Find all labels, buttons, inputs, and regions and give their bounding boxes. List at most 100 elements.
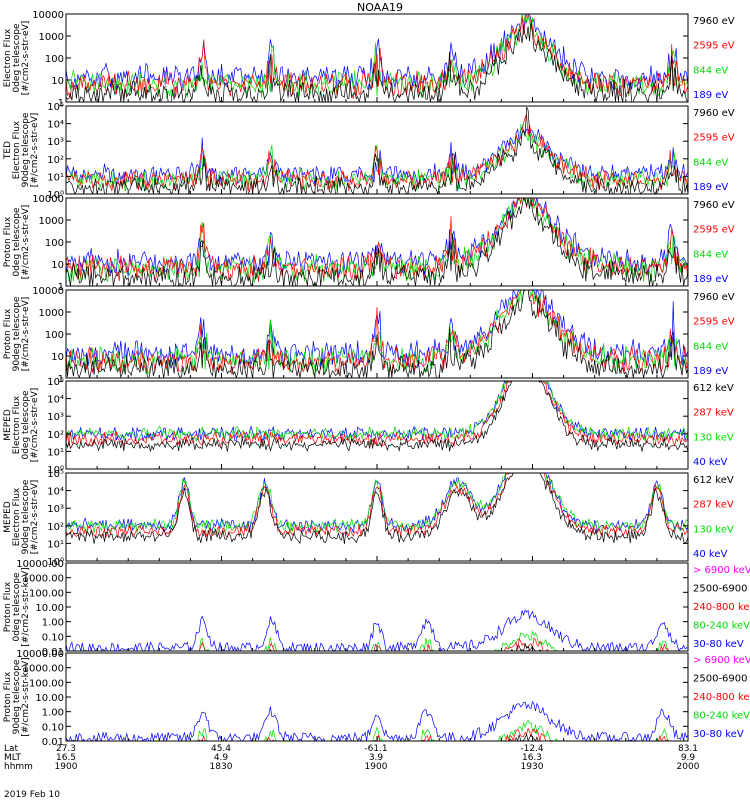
y-axis-label: 0deg telescope (21, 390, 31, 460)
series-green-panel-1 (66, 14, 688, 100)
y-tick-label: 0.01 (42, 647, 64, 658)
y-axis-label: 0deg telescope (12, 23, 22, 93)
orbit-footer: Lat 27.3 45.4 -61.1 -12.4 83.1 MLT 16.5 4.9 3.9 16… (4, 744, 700, 772)
y-tick-label: 1.00 (42, 618, 64, 629)
legend-entry: 612 keV (693, 383, 734, 394)
series-red-panel-1 (66, 14, 688, 99)
footer-value: 83.1 (678, 744, 698, 754)
legend-entry: 2500-6900 (693, 584, 748, 595)
y-axis-label: 0deg telescope (12, 207, 22, 277)
legend-entry: 844 eV (693, 65, 728, 76)
series-red-panel-3 (66, 198, 688, 282)
y-tick-label: 100 (45, 238, 64, 249)
y-tick-label: 1000.00 (23, 664, 64, 675)
chart-title: NOAA19 (357, 1, 403, 14)
series-blue-panel-5 (66, 381, 688, 442)
footer-value: 16.3 (522, 753, 542, 763)
y-tick-label: 10⁰ (47, 557, 64, 568)
legend-entry: 189 eV (693, 366, 728, 377)
legend-entry: 2500-6900 (693, 674, 748, 685)
panel-3-traces (66, 198, 688, 286)
y-tick-label: 10000 (32, 10, 64, 21)
footer-value: 2000 (677, 762, 700, 772)
y-tick-label: 10000 (32, 194, 64, 205)
y-axis-label: Proton Flux (3, 671, 13, 722)
y-axis-label: Electron Flux (12, 395, 22, 454)
panel-7: 0.010.101.0010.00100.001000.0010000.00Pr… (3, 559, 750, 658)
legend-entry: 189 eV (693, 182, 728, 193)
footer-value: -61.1 (364, 744, 387, 754)
y-axis-label: [#/cm2-s-str-keV] (21, 657, 31, 736)
series-green-panel-6 (66, 473, 688, 534)
legend-entry: 30-80 keV (693, 639, 744, 650)
y-axis-label: TED (3, 141, 13, 160)
footer-row-label: Lat (4, 744, 19, 754)
footer-value: 4.9 (214, 753, 229, 763)
legend-entry: 844 eV (693, 157, 728, 168)
panel-frame (65, 472, 689, 562)
series-red-panel-6 (66, 473, 688, 538)
panel-5-traces (66, 381, 688, 452)
y-axis-label: [#/cm2-s-str-eV] (21, 297, 31, 372)
panel-frame (65, 562, 689, 652)
y-tick-label: 10³ (47, 137, 64, 148)
y-axis-label: MEPED (3, 501, 13, 533)
y-tick-label: 10 (51, 76, 64, 87)
footer-value: -12.4 (520, 744, 544, 754)
series-green-panel-5 (66, 381, 688, 443)
series-black-panel-4 (66, 290, 688, 378)
y-tick-label: 1000.00 (23, 574, 64, 585)
footer-value: 9.9 (681, 753, 696, 763)
y-axis-label: [#/cm2-s-str-eV] (21, 205, 31, 280)
y-tick-label: 10.00 (35, 693, 64, 704)
y-tick-label: 10¹ (47, 447, 64, 458)
y-axis-label: [#/cm2-s-str-eV] (30, 388, 40, 463)
legend-entry: 40 keV (693, 457, 727, 468)
y-tick-label: 100 (45, 54, 64, 65)
y-tick-label: 10³ (47, 504, 64, 515)
y-tick-label: 10⁰ (47, 465, 64, 476)
panel-1-traces (66, 14, 688, 102)
y-tick-label: 1.00 (42, 708, 64, 719)
legend-entry: 240-800 keV (693, 602, 750, 613)
y-tick-label: 10000 (32, 286, 64, 297)
panel-1: 1 10 100 1000 10000 Electron Flux 0deg telesco… (3, 10, 735, 109)
panel-frame (65, 197, 689, 287)
y-tick-label: 100.00 (29, 588, 64, 599)
y-tick-label: 1000 (39, 308, 64, 319)
panel-5: 10⁰ 10¹ 10² 10³ 10⁴ 10⁵ MEPED Electron Flux 0deg… (3, 377, 734, 476)
legend-entry: 7960 eV (693, 16, 735, 27)
y-tick-label: 10² (47, 430, 64, 441)
footer-value: 1930 (521, 762, 544, 772)
y-tick-label: 10² (47, 522, 64, 533)
y-axis-label: Electron Flux (3, 28, 13, 87)
legend-entry: 7960 eV (693, 108, 735, 119)
legend-entry: 130 keV (693, 524, 734, 535)
y-tick-label: 1 (58, 282, 64, 293)
legend-entry: 240-800 keV (693, 692, 750, 703)
panel-4: 1 10 100 1000 10000 Proton Flux 90deg telescop… (3, 286, 735, 385)
legend-entry: 287 keV (693, 408, 734, 419)
legend-entry: 612 keV (693, 475, 734, 486)
series-blue-panel-1 (66, 14, 688, 92)
panel-6: 10⁰ 10¹ 10² 10³ 10⁴ 10⁵ MEPED Electron Flux 90de… (3, 469, 734, 568)
legend-entry: 2595 eV (693, 133, 735, 144)
panel-8: 0.01 0.10 1.00 10.00 100.00 1000.00 10000.00Pr… (3, 649, 750, 748)
y-axis-label: [#/cm2-s-str-eV] (21, 21, 31, 96)
series-blue-panel-7 (66, 609, 688, 651)
y-tick-label: 0.10 (42, 632, 64, 643)
legend-entry: 7960 eV (693, 200, 735, 211)
series-green-panel-8 (66, 719, 688, 741)
y-tick-label: 10⁴ (47, 487, 64, 498)
date-label: 2019 Feb 10 (4, 790, 60, 800)
y-axis-label: 90deg telescope (21, 479, 31, 554)
legend-entry: > 6900 keV (693, 565, 750, 576)
y-tick-label: 10³ (47, 412, 64, 423)
series-red-panel-5 (66, 381, 688, 448)
y-axis-label: 90deg telescope (12, 296, 22, 371)
panel-6-traces (66, 473, 688, 545)
panel-8-traces (66, 700, 688, 741)
series-red-panel-2 (66, 113, 688, 192)
y-axis-label: Proton Flux (3, 216, 13, 267)
